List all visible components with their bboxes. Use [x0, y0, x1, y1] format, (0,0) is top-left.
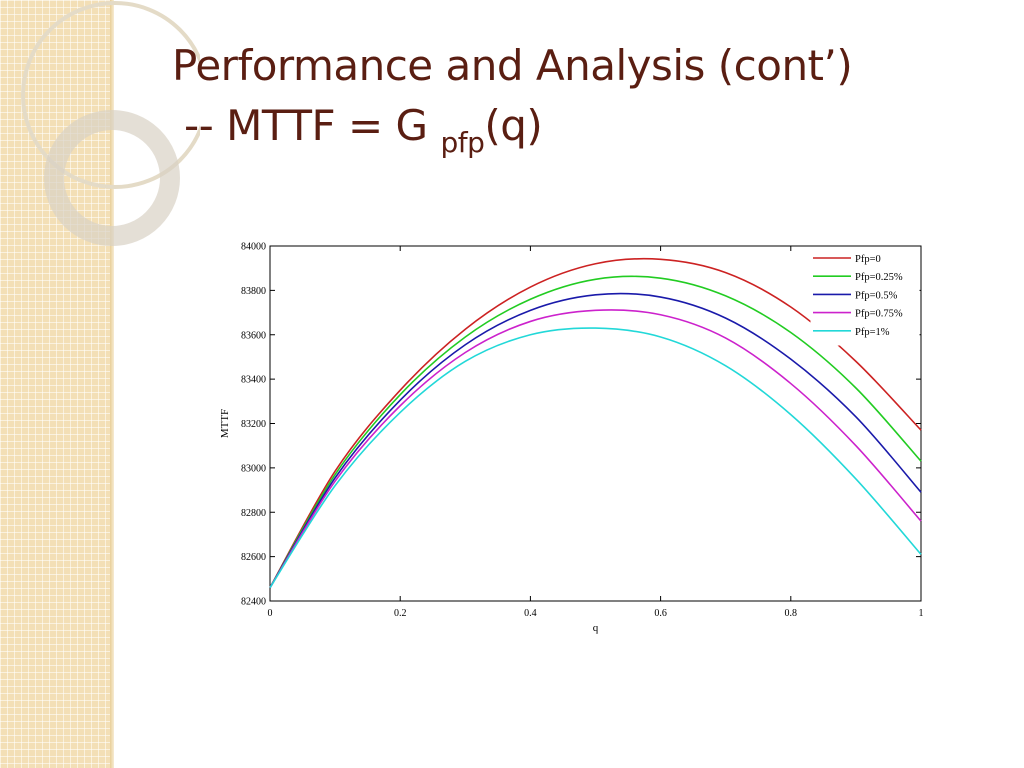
x-tick-label: 0.6 [654, 608, 667, 619]
series-line-3 [269, 309, 922, 589]
x-axis-label: q [593, 622, 599, 634]
y-tick-label: 84000 [241, 242, 266, 253]
legend-label-3: Pfp=0.75% [855, 309, 903, 320]
y-tick-label: 82800 [241, 508, 266, 519]
y-axis-label: MTTF [219, 409, 231, 438]
legend-label-4: Pfp=1% [855, 327, 890, 338]
decorative-ring-large [21, 1, 200, 189]
series-line-1 [269, 275, 922, 589]
y-tick-label: 83800 [241, 286, 266, 297]
legend-box [810, 247, 920, 346]
y-tick-label: 83600 [241, 330, 266, 341]
x-tick-label: 0 [268, 608, 273, 619]
y-tick-label: 82400 [241, 597, 266, 608]
title-subscript: pfp [440, 126, 485, 159]
legend-label-1: Pfp=0.25% [855, 272, 903, 283]
series-line-2 [269, 292, 922, 589]
strip-edge [110, 0, 114, 768]
x-tick-label: 0.2 [394, 608, 407, 619]
y-tick-label: 82600 [241, 552, 266, 563]
x-tick-label: 0.4 [524, 608, 537, 619]
title-line-2-suffix: (q) [484, 101, 543, 150]
series-line-4 [269, 327, 922, 589]
x-tick-label: 0.8 [785, 608, 798, 619]
y-tick-label: 83400 [241, 375, 266, 386]
x-tick-label: 1 [919, 608, 924, 619]
title-line-1: Performance and Analysis (cont’) [172, 41, 853, 90]
y-tick-label: 83200 [241, 419, 266, 430]
title-line-2-prefix: -- MTTF = G [184, 101, 428, 150]
legend-label-2: Pfp=0.5% [855, 290, 898, 301]
slide-title: Performance and Analysis (cont’) -- MTTF… [172, 36, 972, 161]
mttf-line-chart: 0 0.2 0.4 0.6 0.8 1 82400 82600 82800 83000 83200 8… [219, 242, 924, 635]
decorative-ring-thick [44, 110, 180, 246]
y-tick-label: 83000 [241, 463, 266, 474]
decorative-rings [21, 1, 200, 246]
legend-label-0: Pfp=0 [855, 254, 881, 265]
title-line-2: -- MTTF = G pfp(q) [172, 96, 972, 161]
